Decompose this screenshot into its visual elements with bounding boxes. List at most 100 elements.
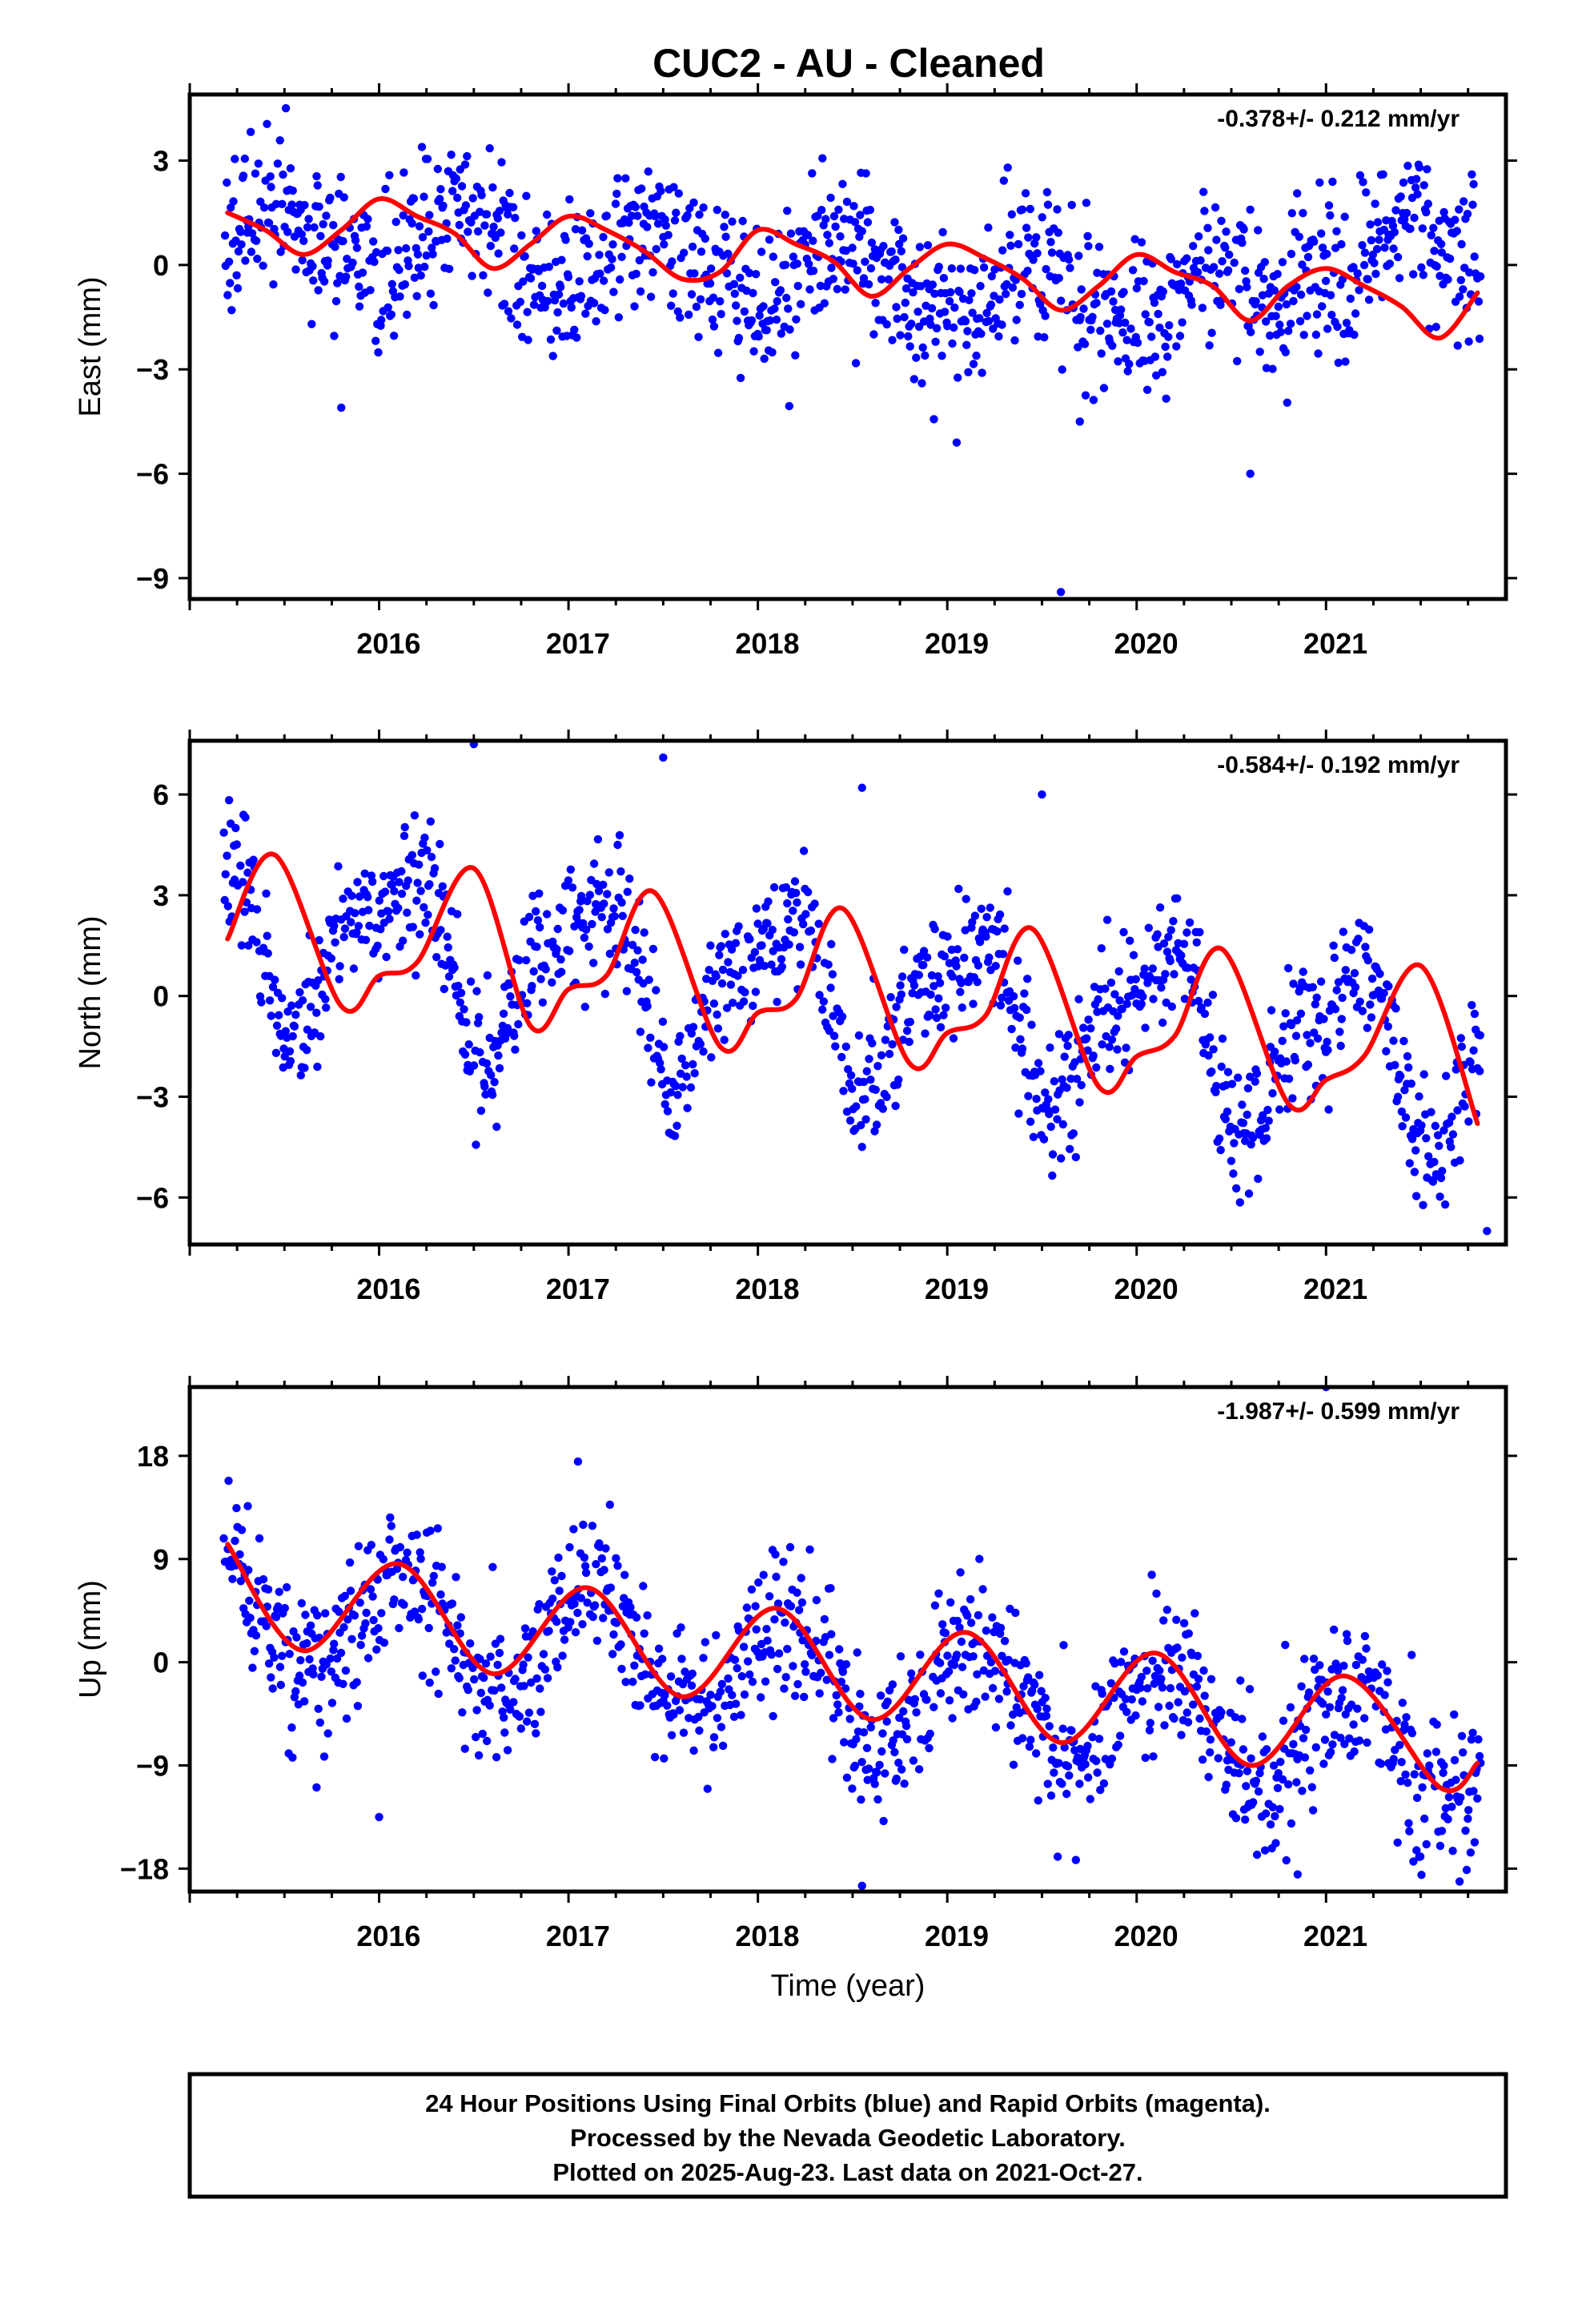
north-point [837, 1052, 846, 1062]
east-point [742, 286, 751, 296]
up-point [532, 1729, 540, 1738]
up-point [1281, 1640, 1290, 1650]
north-point [460, 1005, 468, 1014]
up-point [835, 1645, 844, 1654]
north-point [1077, 1080, 1086, 1090]
north-point [322, 1003, 331, 1012]
up-point [599, 1614, 608, 1622]
east-point [849, 202, 858, 211]
up-point [996, 1623, 1006, 1633]
north-point [593, 834, 603, 844]
north-point [543, 910, 552, 919]
east-point [1429, 223, 1438, 232]
east-point [400, 279, 409, 289]
up-point [250, 1647, 259, 1655]
east-point [463, 151, 472, 161]
east-point [891, 255, 900, 264]
east-point [559, 299, 568, 308]
up-point [716, 1687, 725, 1696]
north-point [444, 972, 454, 981]
up-point [675, 1706, 685, 1715]
east-point [859, 274, 869, 283]
up-point [1319, 1759, 1328, 1768]
north-point [421, 919, 430, 927]
up-point [1222, 1780, 1231, 1789]
east-point [1463, 209, 1472, 219]
up-point [866, 1723, 876, 1732]
east-point [952, 438, 962, 447]
north-point [1084, 1015, 1093, 1024]
north-point [681, 1061, 690, 1070]
east-point [402, 243, 411, 253]
up-point [972, 1697, 981, 1707]
east-point [453, 193, 462, 203]
up-point [1376, 1759, 1386, 1768]
north-point [769, 883, 779, 892]
up-point [783, 1644, 792, 1654]
east-point [1273, 270, 1282, 279]
east-point [1468, 170, 1476, 179]
up-point [640, 1670, 650, 1679]
up-point [1206, 1748, 1215, 1757]
north-point [1114, 1011, 1122, 1020]
north-point [600, 989, 609, 999]
up-point [1026, 1735, 1035, 1744]
north-point [724, 958, 733, 967]
up-point [628, 1677, 637, 1687]
east-fit-line [225, 196, 1480, 341]
east-point [938, 227, 947, 237]
north-point [267, 1011, 275, 1020]
east-point [331, 243, 339, 251]
east-point [611, 199, 620, 208]
east-point [1432, 262, 1441, 271]
north-point [492, 1122, 501, 1132]
east-point [770, 304, 779, 313]
east-outlier-point [1056, 588, 1066, 597]
north-point [1208, 991, 1218, 999]
up-point [1231, 1713, 1240, 1722]
up-point [428, 1578, 437, 1587]
up-xtick-label-4: 2020 [1114, 1920, 1178, 1952]
up-point [744, 1657, 753, 1666]
east-point [851, 359, 861, 368]
east-point [464, 227, 472, 236]
up-point [566, 1618, 575, 1626]
east-point [950, 303, 959, 312]
up-point [800, 1692, 809, 1702]
east-point [246, 127, 255, 136]
north-point [1436, 1173, 1446, 1183]
north-point [1311, 999, 1320, 1009]
up-point [1297, 1682, 1306, 1691]
east-point [1258, 291, 1267, 300]
east-point [553, 308, 562, 317]
east-point [1281, 348, 1291, 356]
east-point [943, 322, 952, 331]
north-outlier-point [659, 753, 668, 762]
north-point [618, 911, 627, 921]
east-point [366, 286, 375, 295]
north-point [460, 1050, 470, 1059]
east-point [1270, 286, 1279, 295]
up-point [1450, 1755, 1460, 1765]
north-point [262, 889, 271, 899]
east-point [1212, 235, 1221, 244]
north-point [1335, 1027, 1344, 1036]
up-point [739, 1642, 749, 1651]
up-point [1177, 1731, 1186, 1739]
up-point [901, 1722, 911, 1731]
up-point [717, 1723, 726, 1731]
up-point [1279, 1716, 1288, 1725]
up-point [1136, 1683, 1145, 1692]
east-point [1015, 300, 1024, 309]
north-point [1476, 1067, 1484, 1076]
north-point [1177, 951, 1186, 960]
east-point [608, 255, 616, 263]
east-point [520, 251, 529, 261]
east-point [680, 248, 689, 257]
east-point [433, 164, 442, 174]
north-point [738, 966, 748, 975]
up-point [472, 1732, 480, 1742]
north-point [368, 877, 377, 887]
up-point [930, 1601, 940, 1610]
up-point [865, 1764, 873, 1773]
